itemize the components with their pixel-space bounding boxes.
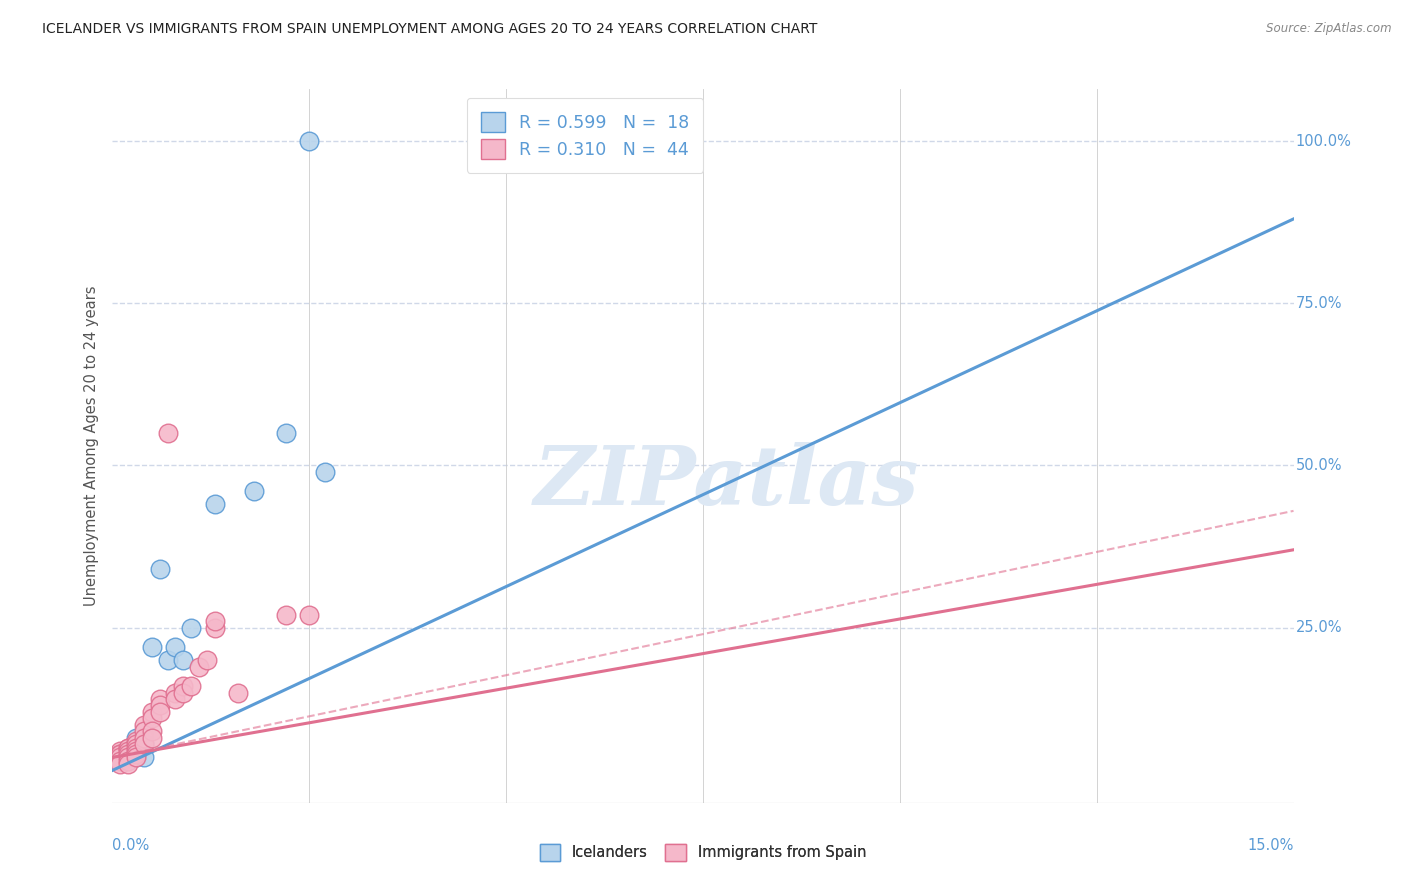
Text: 50.0%: 50.0% [1296, 458, 1343, 473]
Text: 15.0%: 15.0% [1247, 838, 1294, 854]
Point [132, 738, 155, 752]
Point [132, 731, 155, 745]
Point [117, 756, 139, 771]
Point [149, 692, 172, 706]
Point [117, 754, 139, 768]
Point [132, 750, 155, 764]
Text: 0.0%: 0.0% [112, 838, 149, 854]
Point [110, 756, 132, 771]
Point [110, 744, 132, 758]
Point [110, 750, 132, 764]
Point [149, 562, 172, 576]
Text: ZIPatlas: ZIPatlas [534, 442, 920, 522]
Point [274, 425, 297, 440]
Point [298, 607, 321, 622]
Point [125, 750, 148, 764]
Point [125, 734, 148, 748]
Point [172, 679, 194, 693]
Point [132, 718, 155, 732]
Point [274, 607, 297, 622]
Point [141, 724, 163, 739]
Point [117, 750, 139, 764]
Point [314, 465, 336, 479]
Point [149, 698, 172, 713]
Point [125, 744, 148, 758]
Point [180, 621, 202, 635]
Point [195, 653, 218, 667]
Point [298, 134, 321, 148]
Point [117, 740, 139, 755]
Point [165, 685, 187, 699]
Point [172, 653, 194, 667]
Point [165, 692, 187, 706]
Point [125, 747, 148, 761]
Point [172, 685, 194, 699]
Point [117, 750, 139, 764]
Point [243, 484, 266, 499]
Point [132, 724, 155, 739]
Point [117, 747, 139, 761]
Text: 75.0%: 75.0% [1296, 296, 1343, 310]
Point [141, 731, 163, 745]
Point [149, 705, 172, 719]
Text: ICELANDER VS IMMIGRANTS FROM SPAIN UNEMPLOYMENT AMONG AGES 20 TO 24 YEARS CORREL: ICELANDER VS IMMIGRANTS FROM SPAIN UNEMP… [42, 22, 817, 37]
Point [188, 659, 211, 673]
Point [204, 497, 226, 511]
Point [110, 747, 132, 761]
Y-axis label: Unemployment Among Ages 20 to 24 years: Unemployment Among Ages 20 to 24 years [83, 285, 98, 607]
Point [110, 754, 132, 768]
Point [117, 744, 139, 758]
Text: 25.0%: 25.0% [1296, 620, 1343, 635]
Point [204, 621, 226, 635]
Point [110, 750, 132, 764]
Point [228, 685, 250, 699]
Point [141, 711, 163, 725]
Point [125, 750, 148, 764]
Legend: Icelanders, Immigrants from Spain: Icelanders, Immigrants from Spain [534, 838, 872, 867]
Point [105, 750, 128, 764]
Point [141, 705, 163, 719]
Point [156, 425, 179, 440]
Point [125, 731, 148, 745]
Point [165, 640, 187, 654]
Point [117, 744, 139, 758]
Point [117, 740, 139, 755]
Point [156, 653, 179, 667]
Point [141, 640, 163, 654]
Point [180, 679, 202, 693]
Text: 100.0%: 100.0% [1296, 134, 1351, 149]
Point [132, 738, 155, 752]
Point [204, 614, 226, 628]
Point [110, 747, 132, 761]
Text: Source: ZipAtlas.com: Source: ZipAtlas.com [1267, 22, 1392, 36]
Point [125, 738, 148, 752]
Point [125, 740, 148, 755]
